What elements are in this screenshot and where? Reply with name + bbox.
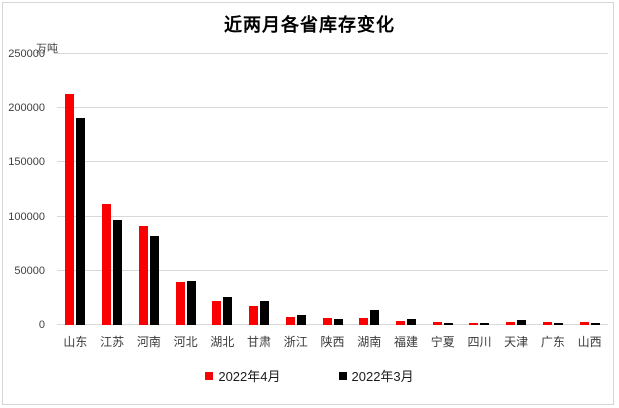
bar-group-宁夏: [424, 54, 461, 325]
y-tick-label-100000: 100000: [8, 210, 45, 223]
bar-河北-2022年3月: [186, 280, 196, 325]
legend-swatch-march: [338, 371, 347, 380]
legend-item-march: 2022年3月: [338, 366, 414, 385]
bar-江苏-2022年3月: [113, 219, 123, 325]
bar-河北-2022年4月: [175, 281, 185, 325]
bar-group-湖南: [351, 54, 388, 325]
bar-group-河北: [167, 54, 204, 325]
bar-甘肃-2022年3月: [260, 301, 270, 325]
bar-江苏-2022年4月: [102, 203, 112, 325]
bar-福建-2022年4月: [395, 320, 405, 325]
y-tick-label-150000: 150000: [8, 156, 45, 169]
bar-河南-2022年4月: [138, 226, 148, 325]
bar-group-江苏: [94, 54, 131, 325]
x-axis-label-山西: 山西: [577, 335, 602, 349]
bar-group-河南: [130, 54, 167, 325]
x-axis-label-陕西: 陕西: [320, 335, 345, 349]
x-axis-label-四川: 四川: [467, 335, 492, 349]
gridline-50000: [57, 269, 608, 271]
gridline-200000: [57, 107, 608, 109]
bar-group-福建: [388, 54, 425, 325]
legend-item-april: 2022年4月: [205, 366, 281, 385]
bar-天津-2022年4月: [506, 322, 516, 325]
bar-广东-2022年4月: [542, 322, 552, 325]
bar-group-山西: [571, 54, 608, 325]
bar-group-广东: [535, 54, 572, 325]
bar-湖北-2022年3月: [223, 296, 233, 325]
y-axis-unit-label: 万吨: [36, 43, 58, 55]
bar-group-浙江: [277, 54, 314, 325]
legend: 2022年4月 2022年3月: [0, 366, 619, 385]
bar-陕西-2022年3月: [333, 318, 343, 325]
x-axis-label-福建: 福建: [393, 335, 418, 349]
x-axis-label-河南: 河南: [136, 335, 161, 349]
bar-甘肃-2022年4月: [249, 305, 259, 325]
x-axis-label-江苏: 江苏: [100, 335, 125, 349]
x-axis-label-湖北: 湖北: [210, 335, 235, 349]
x-axis-category-labels: 山东 江苏 河南 河北 湖北 甘肃 浙江 陕西 湖南 福建 宁夏 四川 天津 广东 山西: [57, 333, 608, 350]
bar-group-四川: [461, 54, 498, 325]
x-axis-label-宁夏: 宁夏: [430, 335, 455, 349]
bar-group-天津: [498, 54, 535, 325]
bar-广东-2022年3月: [553, 322, 563, 325]
bar-陕西-2022年4月: [322, 317, 332, 325]
chart-title: 近两月各省库存变化: [224, 15, 395, 35]
x-axis-label-天津: 天津: [504, 335, 529, 349]
gridline-250000: [57, 53, 608, 54]
y-tick-label-200000: 200000: [8, 102, 45, 115]
legend-label-march: 2022年3月: [351, 369, 414, 384]
legend-swatch-april: [205, 371, 214, 380]
bar-湖北-2022年4月: [212, 301, 222, 325]
bar-宁夏-2022年4月: [432, 321, 442, 325]
bar-group-湖北: [204, 54, 241, 325]
plot-area: [57, 53, 608, 325]
y-tick-label-0: 0: [38, 319, 45, 331]
bar-湖南-2022年3月: [370, 309, 380, 325]
bar-天津-2022年3月: [517, 320, 527, 325]
bar-group-陕西: [314, 54, 351, 325]
gridline-100000: [57, 215, 608, 217]
bar-group-甘肃: [241, 54, 278, 325]
bar-浙江-2022年3月: [296, 315, 306, 325]
y-tick-label-250000: 250000: [8, 48, 45, 60]
x-axis-label-甘肃: 甘肃: [247, 335, 272, 349]
bar-宁夏-2022年3月: [443, 322, 453, 325]
chart-frame: [2, 2, 614, 405]
bar-湖南-2022年4月: [359, 317, 369, 325]
bar-河南-2022年3月: [149, 236, 159, 325]
y-tick-label-50000: 50000: [14, 264, 45, 277]
bar-浙江-2022年4月: [285, 317, 295, 325]
gridline-0: [57, 324, 608, 325]
bar-山西-2022年3月: [590, 322, 600, 325]
x-axis-label-浙江: 浙江: [283, 335, 308, 349]
bar-福建-2022年3月: [406, 318, 416, 325]
bar-四川-2022年4月: [469, 322, 479, 325]
bar-山东-2022年3月: [76, 117, 86, 325]
bar-山东-2022年4月: [65, 94, 75, 325]
legend-label-april: 2022年4月: [218, 369, 281, 384]
y-axis-tick-labels: 0 50000 100000 150000 200000 250000: [0, 48, 47, 331]
x-axis-label-广东: 广东: [540, 335, 565, 349]
bar-山西-2022年4月: [579, 322, 589, 325]
bar-group-山东: [57, 54, 94, 325]
x-axis-label-山东: 山东: [63, 335, 88, 349]
bar-四川-2022年3月: [480, 323, 490, 325]
x-axis-label-河北: 河北: [173, 335, 198, 349]
gridline-150000: [57, 161, 608, 163]
x-axis-label-湖南: 湖南: [357, 335, 382, 349]
